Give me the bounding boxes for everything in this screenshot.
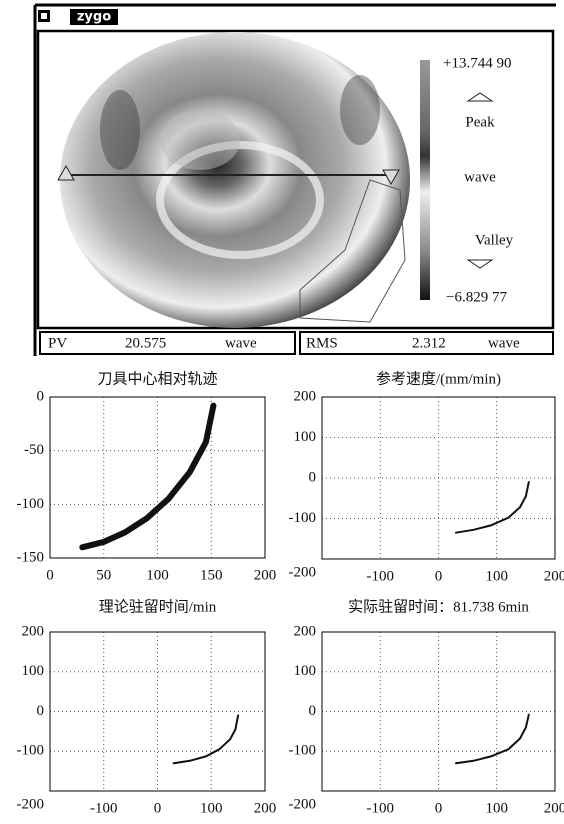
x-tick-label: 100: [200, 800, 223, 816]
y-tick-label: 0: [37, 388, 45, 404]
data-line: [455, 481, 530, 534]
y-tick-label: 0: [309, 469, 317, 485]
y-tick-label: 200: [294, 623, 317, 639]
chart-title: 理论驻留时间/min: [99, 598, 217, 615]
x-tick-label: 150: [200, 567, 223, 583]
x-tick-label: -100: [367, 800, 395, 816]
x-tick-label: 0: [154, 800, 162, 816]
chart-title: 实际驻留时间：81.738 6min: [348, 598, 529, 615]
unit-label: wave: [464, 169, 496, 185]
peak-label: Peak: [465, 114, 495, 130]
title-bar-label: [70, 9, 118, 25]
x-tick-label: 100: [486, 800, 509, 816]
y-tick-label: -200: [289, 796, 317, 812]
data-line: [79, 402, 217, 551]
color-scale: [420, 60, 430, 300]
x-tick-label: 100: [146, 567, 169, 583]
y-tick-label: 100: [22, 663, 45, 679]
x-tick-label: 0: [435, 800, 443, 816]
plot-frame: [49, 631, 266, 792]
data-line: [455, 713, 530, 765]
x-tick-label: 0: [46, 567, 54, 583]
window-title: zygo: [77, 10, 111, 25]
stat-value: 2.312: [412, 335, 446, 351]
y-tick-label: 0: [37, 703, 45, 719]
stat-value: 20.575: [125, 335, 166, 351]
x-tick-label: 100: [486, 568, 509, 584]
y-tick-label: -200: [289, 564, 317, 580]
y-tick-label: -50: [24, 442, 44, 458]
x-tick-label: 200: [544, 800, 564, 816]
y-tick-label: 100: [294, 429, 317, 445]
y-tick-label: 200: [22, 623, 45, 639]
x-tick-label: -100: [90, 800, 118, 816]
x-tick-label: 200: [254, 567, 277, 583]
valley-label: Valley: [475, 232, 514, 248]
x-tick-label: -100: [367, 568, 395, 584]
zygo-window: zygo +13.744 90 Peak wave Valley −6.829 …: [33, 3, 556, 356]
stat-name: RMS: [306, 335, 338, 351]
plot-frame: [49, 396, 266, 559]
scale-max: +13.744 90: [443, 55, 511, 71]
stat-name: PV: [48, 335, 67, 351]
plot-frame: [321, 631, 556, 792]
chart-title: 参考速度/(mm/min): [376, 370, 501, 387]
y-tick-label: -100: [17, 743, 45, 759]
surface-map: [60, 32, 410, 328]
scale-min: −6.829 77: [446, 289, 507, 305]
stat-unit: wave: [488, 335, 520, 351]
y-tick-label: -100: [289, 743, 317, 759]
y-tick-label: -200: [17, 796, 45, 812]
y-tick-label: -100: [289, 510, 317, 526]
x-tick-label: 0: [435, 568, 443, 584]
plot-frame: [321, 396, 556, 560]
y-tick-label: -150: [17, 549, 45, 565]
y-tick-label: 0: [309, 703, 317, 719]
x-tick-label: 200: [254, 800, 277, 816]
data-line: [172, 714, 240, 765]
y-tick-label: -100: [17, 496, 45, 512]
x-tick-label: 200: [544, 568, 564, 584]
y-tick-label: 100: [294, 663, 317, 679]
stat-unit: wave: [225, 335, 257, 351]
chart-title: 刀具中心相对轨迹: [97, 370, 217, 387]
y-tick-label: 200: [294, 388, 317, 404]
x-tick-label: 50: [96, 567, 111, 583]
